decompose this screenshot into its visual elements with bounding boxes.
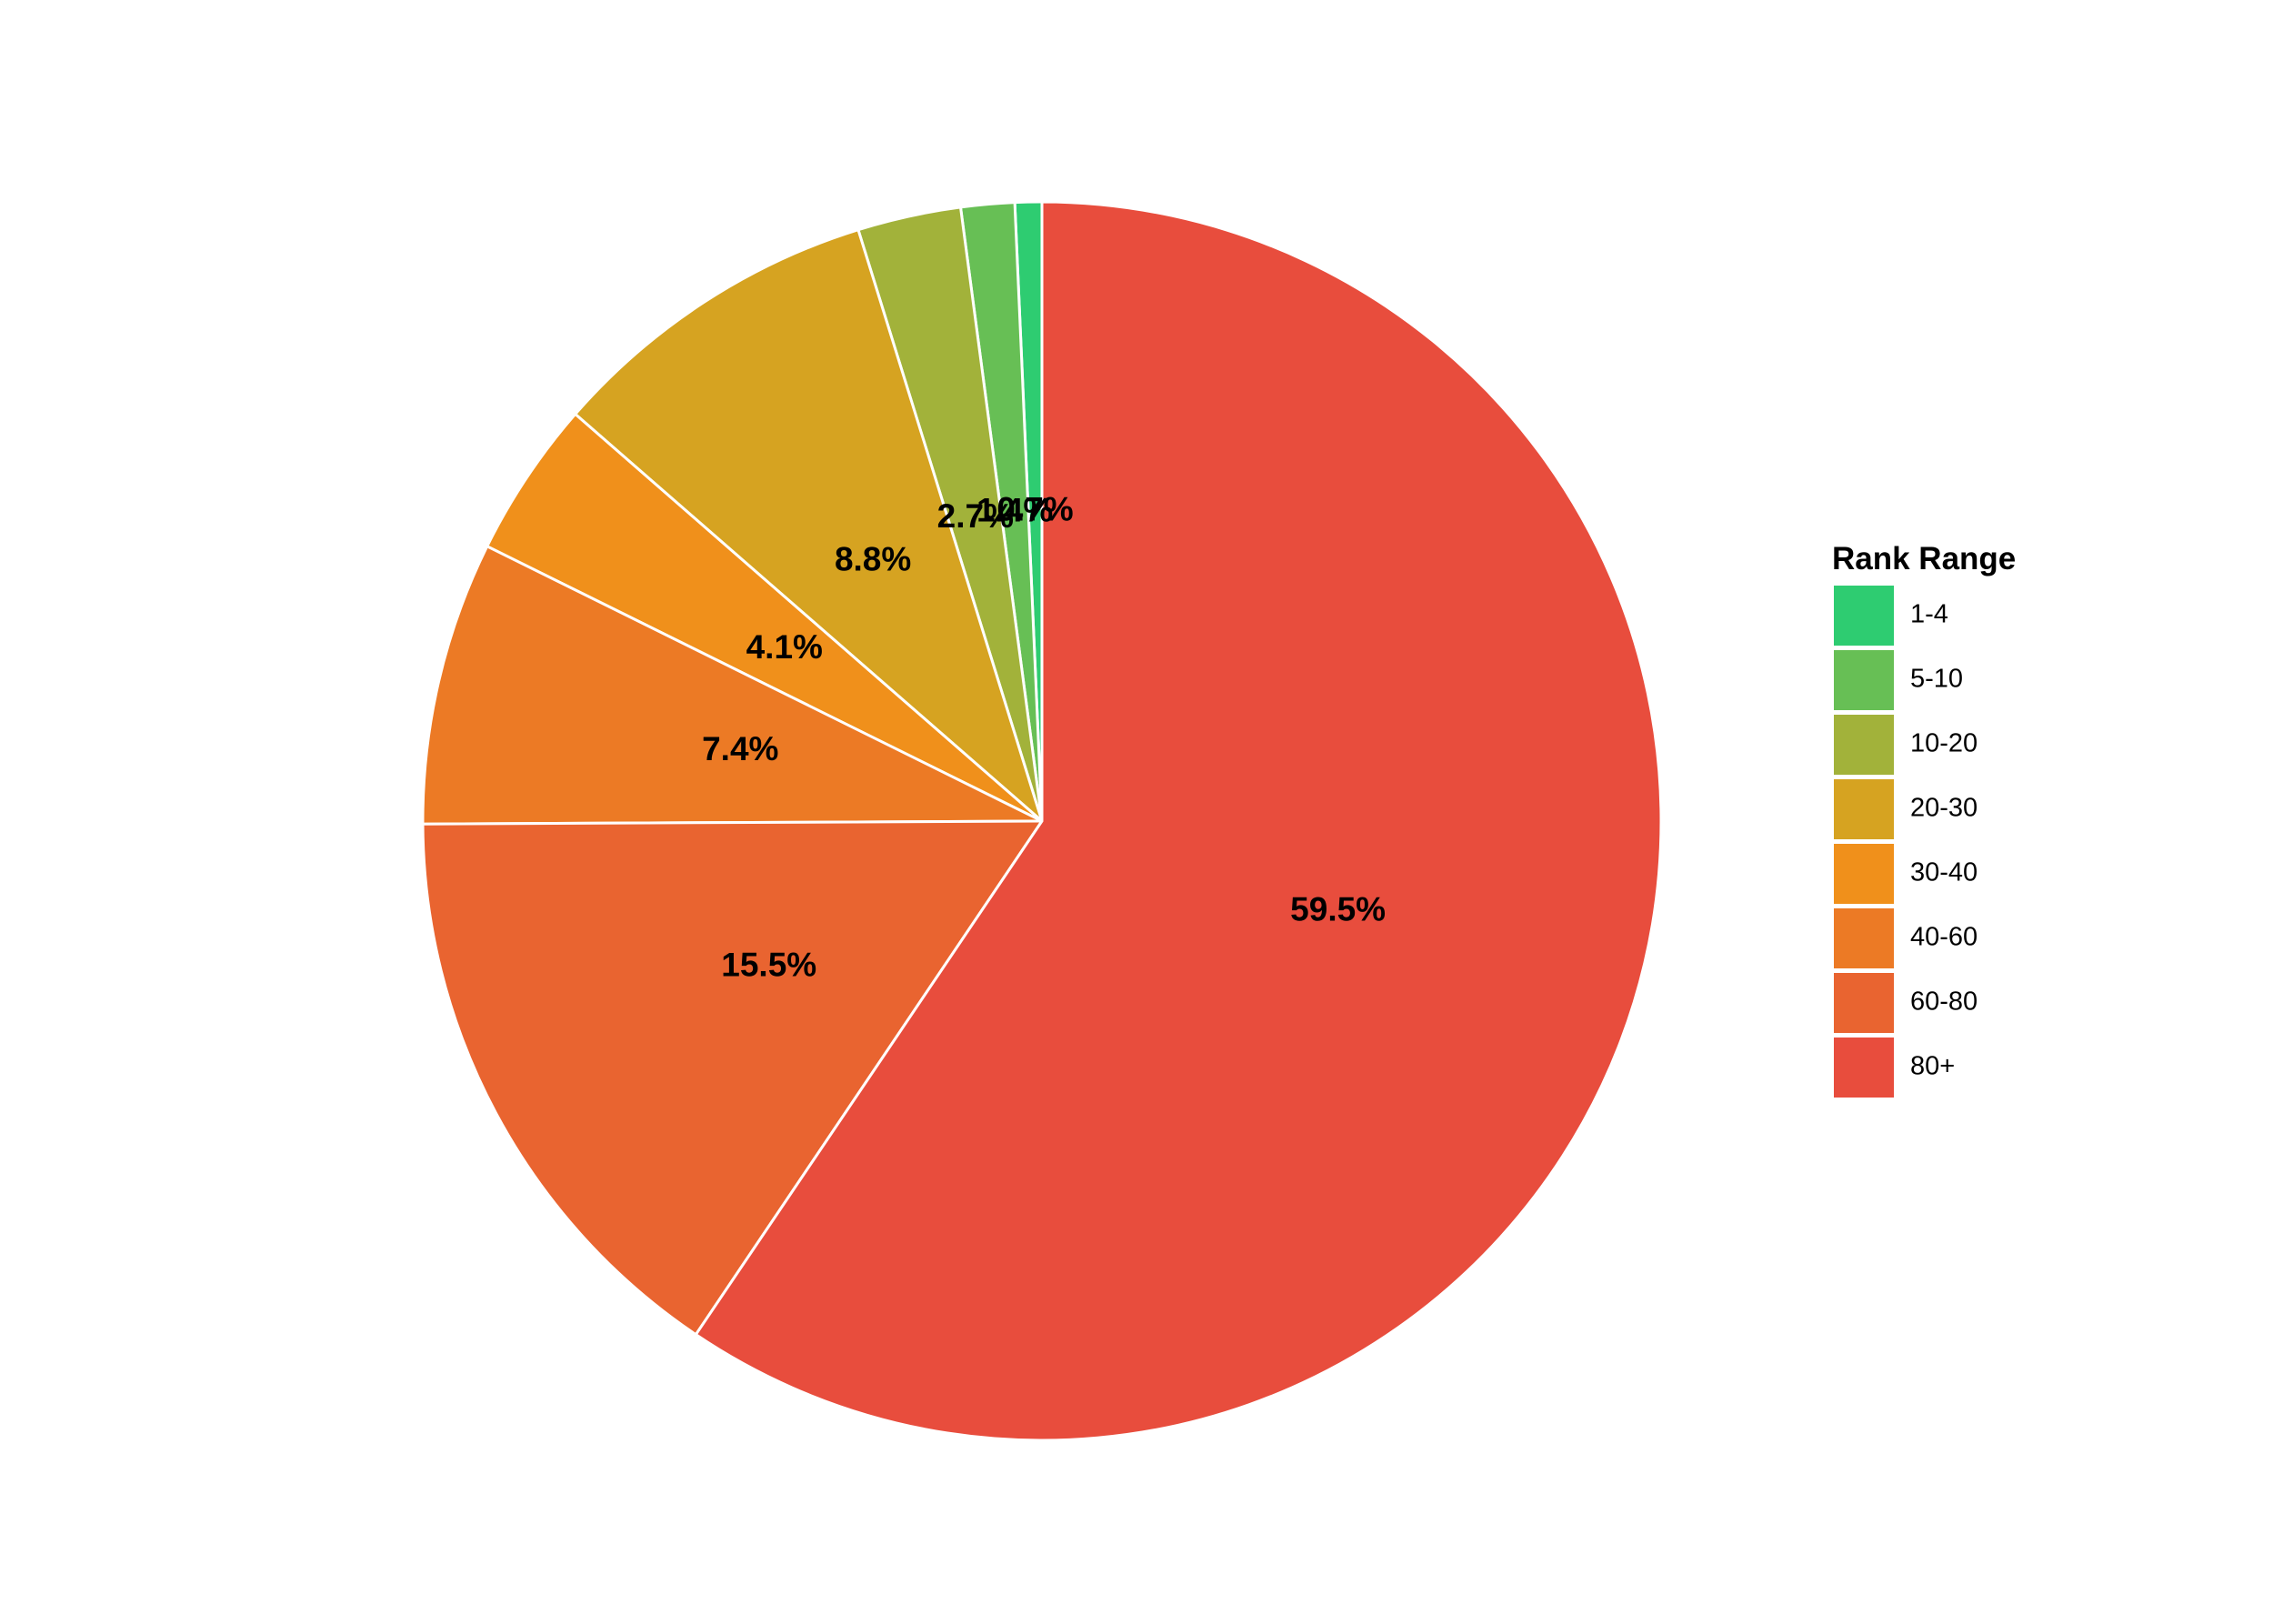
legend-swatch-1-4 [1834, 586, 1894, 646]
legend: Rank Range 1-4 5-10 10-20 20-30 30-40 40-60 60… [1832, 541, 2016, 1098]
slice-label-60-80: 15.5% [721, 946, 816, 983]
legend-swatch-5-10 [1834, 650, 1894, 710]
legend-swatch-60-80 [1834, 973, 1894, 1033]
slice-label-40-60: 7.4% [702, 730, 778, 767]
legend-label-10-20: 10-20 [1910, 729, 1978, 758]
legend-swatch-10-20 [1834, 715, 1894, 775]
legend-label-60-80: 60-80 [1910, 987, 1978, 1017]
legend-swatch-30-40 [1834, 844, 1894, 904]
legend-label-30-40: 30-40 [1910, 858, 1978, 887]
legend-label-1-4: 1-4 [1910, 600, 1948, 629]
legend-label-20-30: 20-30 [1910, 794, 1978, 823]
pie-slice-40-60 [421, 544, 1043, 826]
pie-slice-60-80 [421, 819, 1045, 1337]
legend-swatch-80+ [1834, 1038, 1894, 1098]
pie-percentage-labels: 0.7%1.4%2.7% 8.8% 4.1% 7.4% 15.5% 59.5% [702, 490, 1386, 983]
slice-label-5-10: 1.4% [976, 492, 1053, 529]
legend-label-5-10: 5-10 [1910, 665, 1963, 694]
slice-label-30-40: 4.1% [746, 628, 823, 666]
pie-slice-30-40 [485, 412, 1043, 823]
slice-label-80+: 59.5% [1290, 890, 1386, 927]
pie-slice-80+ [694, 200, 1663, 1442]
legend-label-80+: 80+ [1910, 1052, 1955, 1081]
pie-slices [421, 200, 1663, 1442]
legend-title: Rank Range [1832, 541, 2016, 576]
legend-label-40-60: 40-60 [1910, 923, 1978, 952]
pie-slice-20-30 [573, 227, 1046, 826]
slice-label-1-4: 0.7% [996, 490, 1073, 527]
legend-swatch-20-30 [1834, 779, 1894, 839]
slice-label-20-30: 8.8% [835, 540, 911, 577]
legend-items: 1-4 5-10 10-20 20-30 30-40 40-60 60-80 80+ [1834, 586, 1978, 1098]
legend-swatch-40-60 [1834, 908, 1894, 968]
slice-label-10-20: 2.7% [937, 497, 1014, 535]
